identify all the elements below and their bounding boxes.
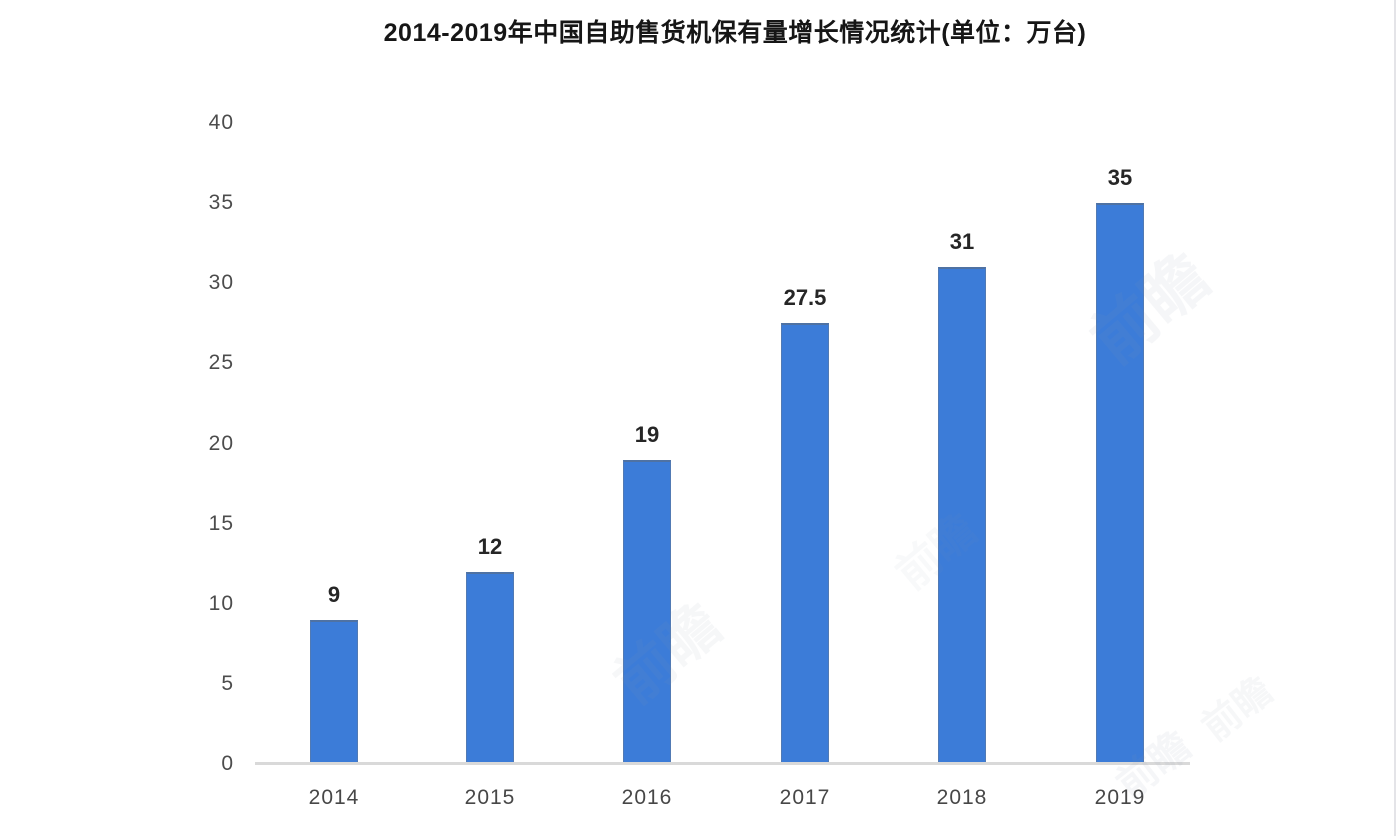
page-right-border xyxy=(1394,0,1396,836)
y-tick-label-40: 40 xyxy=(208,111,234,134)
bar-2018 xyxy=(938,267,986,765)
y-tick-label-15: 15 xyxy=(208,511,234,535)
bar-value-label-2017: 27.5 xyxy=(783,285,827,311)
x-axis-label-2019: 2019 xyxy=(1094,786,1146,809)
bar-2015 xyxy=(466,571,514,765)
y-tick-label-35: 35 xyxy=(208,191,234,215)
bar-2017 xyxy=(781,323,829,765)
y-tick-label-10: 10 xyxy=(208,591,234,615)
x-axis-label-2018: 2018 xyxy=(936,786,988,809)
bar-value-label-2019: 35 xyxy=(1107,165,1133,191)
bar-2016 xyxy=(623,459,671,765)
watermark-4: 前瞻 xyxy=(1194,669,1281,750)
watermark-0: 前瞻 xyxy=(1078,239,1223,378)
x-axis-label-2017: 2017 xyxy=(779,786,831,809)
bar-2019 xyxy=(1096,203,1144,765)
bar-value-label-2015: 12 xyxy=(477,533,503,559)
y-tick-label-25: 25 xyxy=(208,351,234,375)
chart-title: 2014-2019年中国自助售货机保有量增长情况统计(单位：万台) xyxy=(383,19,1087,47)
bar-value-label-2016: 19 xyxy=(634,421,660,447)
y-tick-label-5: 5 xyxy=(221,671,234,695)
bar-value-label-2014: 9 xyxy=(327,581,341,607)
bar-2014 xyxy=(310,619,358,765)
y-tick-label-20: 20 xyxy=(208,431,234,455)
bar-value-label-2018: 31 xyxy=(949,229,975,255)
x-axis-line xyxy=(255,762,1190,765)
y-tick-label-30: 30 xyxy=(208,271,234,295)
y-tick-label-0: 0 xyxy=(221,752,234,775)
x-axis-label-2015: 2015 xyxy=(464,786,516,809)
x-axis-label-2016: 2016 xyxy=(621,786,673,809)
x-axis-label-2014: 2014 xyxy=(308,786,360,809)
